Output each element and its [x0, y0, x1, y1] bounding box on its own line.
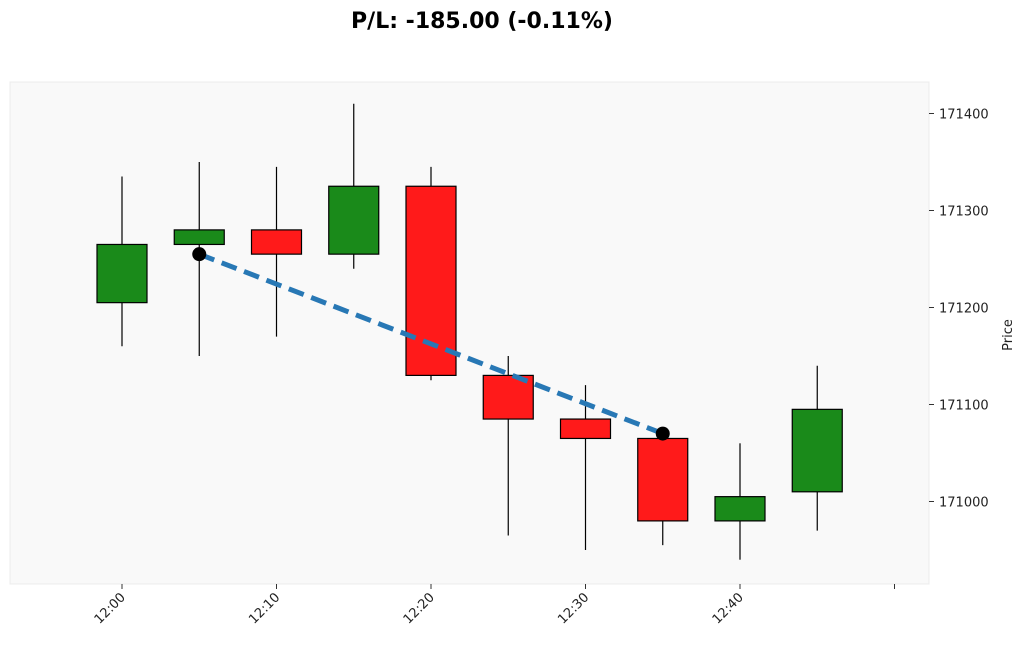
candle-body [791, 408, 843, 493]
chart-title: P/L: -185.00 (-0.11%) [351, 9, 613, 34]
candle [791, 365, 843, 531]
trade-layer [192, 247, 670, 441]
y-tick-label: 171100 [939, 399, 989, 414]
x-tick-label: 12:30 [555, 590, 592, 627]
candle-body [173, 229, 225, 246]
x-tick-label: 12:40 [710, 590, 747, 627]
y-tick-label: 171400 [939, 108, 989, 123]
candle [559, 385, 612, 550]
y-tick-label: 171200 [939, 302, 989, 317]
candle [637, 433, 689, 546]
candle-body [637, 437, 689, 522]
candle [96, 176, 148, 347]
candle-body [405, 185, 457, 376]
x-tick-label: 12:00 [92, 590, 129, 627]
x-tick-label: 12:20 [401, 590, 438, 627]
y-tick-label: 171000 [939, 496, 989, 511]
exit-marker [655, 426, 670, 441]
entry-marker [192, 247, 207, 262]
x-tick-label: 12:10 [246, 590, 283, 627]
trade-line [198, 251, 664, 436]
x-axis: 12:00 12:10 12:20 12:30 12:40 [92, 584, 895, 627]
candle [328, 103, 380, 269]
candle-body [714, 496, 766, 522]
candle-body [328, 185, 380, 255]
y-axis-label: Price [1001, 319, 1016, 351]
candle [250, 166, 303, 337]
candle [714, 443, 766, 560]
y-tick-label: 171300 [939, 205, 989, 220]
candle-body [96, 243, 148, 304]
candle-body [250, 229, 303, 255]
plot-area [9, 81, 930, 585]
y-axis: 171000 171100 171200 171300 171400 [929, 108, 989, 511]
candle-body [559, 418, 612, 440]
